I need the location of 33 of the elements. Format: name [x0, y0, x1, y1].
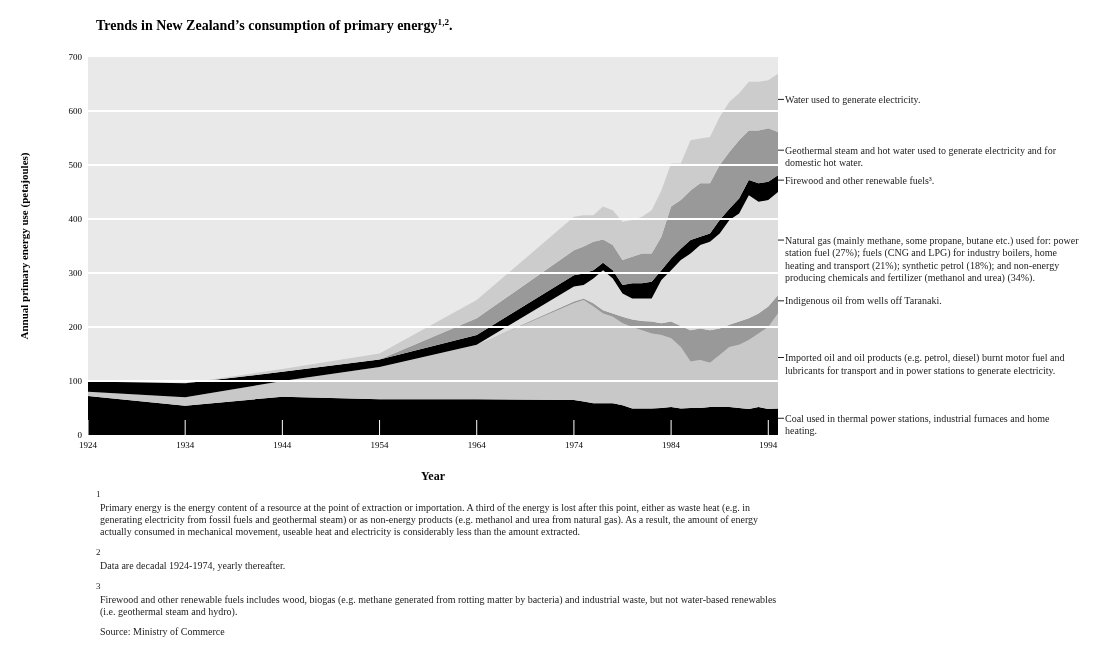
y-tick-label: 200 — [68, 322, 83, 332]
y-tick-label: 300 — [68, 268, 83, 278]
y-tick-label: 500 — [68, 160, 83, 170]
x-axis-title: Year — [421, 469, 446, 483]
text: Primary energy is the energy content of a resource at the point of extraction or importation. A third of the energy is lost after this point, either as waste heat (e.g. in generating electricity from fossil fuels and geothermal steam) or as non-energy products (e.g. methanol and urea from natural gas). As a result, the amount of energy actually consumed in mechanical movement, useable heat and electricity is considerably less than the amount extracted. — [100, 502, 759, 537]
x-tick-label: 1934 — [176, 440, 195, 450]
y-tick-label: 0 — [77, 430, 83, 440]
y-axis-title: Annual primary energy use (petajoules) — [18, 152, 31, 340]
y-tick-label: 600 — [68, 106, 83, 116]
text: 1 — [96, 489, 101, 499]
series-label: Firewood and other renewable fuels³. — [785, 174, 935, 186]
series-label: Geothermal steam and hot water used to generate electricity and for domestic hot water. — [785, 144, 1057, 169]
x-tick-label: 1994 — [759, 440, 778, 450]
series-label: Natural gas (mainly methane, some propane, butane etc.) used for: power station fuel (27%); fuels (CNG and LPG) for industry boilers, home heating and transport (21%); synthetic petrol (18%); and non-energy producing chemicals and fertilizer (methanol and urea) (34%). — [785, 234, 1080, 285]
series-label: Coal used in thermal power stations, industrial furnaces and home heating. — [785, 412, 1050, 437]
series-label: Indigenous oil from wells off Taranaki. — [785, 295, 942, 307]
series-label: Water used to generate electricity. — [785, 93, 921, 105]
text: 2 — [96, 547, 101, 557]
chart-title: Trends in New Zealand’s consumption of primary energy$^{1,2}$. — [96, 17, 453, 33]
text: Firewood and other renewable fuels includes wood, biogas (e.g. methane generated from rotting matter by bacteria) and industrial waste, but not water-based renewables (i.e. geothermal steam and hydro). — [100, 594, 777, 618]
text: 3 — [96, 581, 101, 591]
series-label: Imported oil and oil products (e.g. petrol, diesel) burnt motor fuel and lubricants for transport and in power stations to generate electricity. — [785, 352, 1065, 376]
text: Data are decadal 1924-1974, yearly thereafter. — [100, 560, 286, 571]
x-tick-label: 1954 — [370, 440, 390, 450]
x-tick-label: 1964 — [467, 440, 487, 450]
x-tick-label: 1984 — [662, 440, 681, 450]
x-tick-label: 1974 — [564, 440, 584, 450]
y-tick-label: 100 — [68, 376, 83, 386]
x-tick-label: 1924 — [79, 440, 98, 450]
source-note: Source: Ministry of Commerce — [100, 626, 226, 637]
y-tick-label: 400 — [68, 214, 83, 224]
x-tick-label: 1944 — [273, 440, 292, 450]
y-tick-label: 700 — [68, 52, 83, 62]
